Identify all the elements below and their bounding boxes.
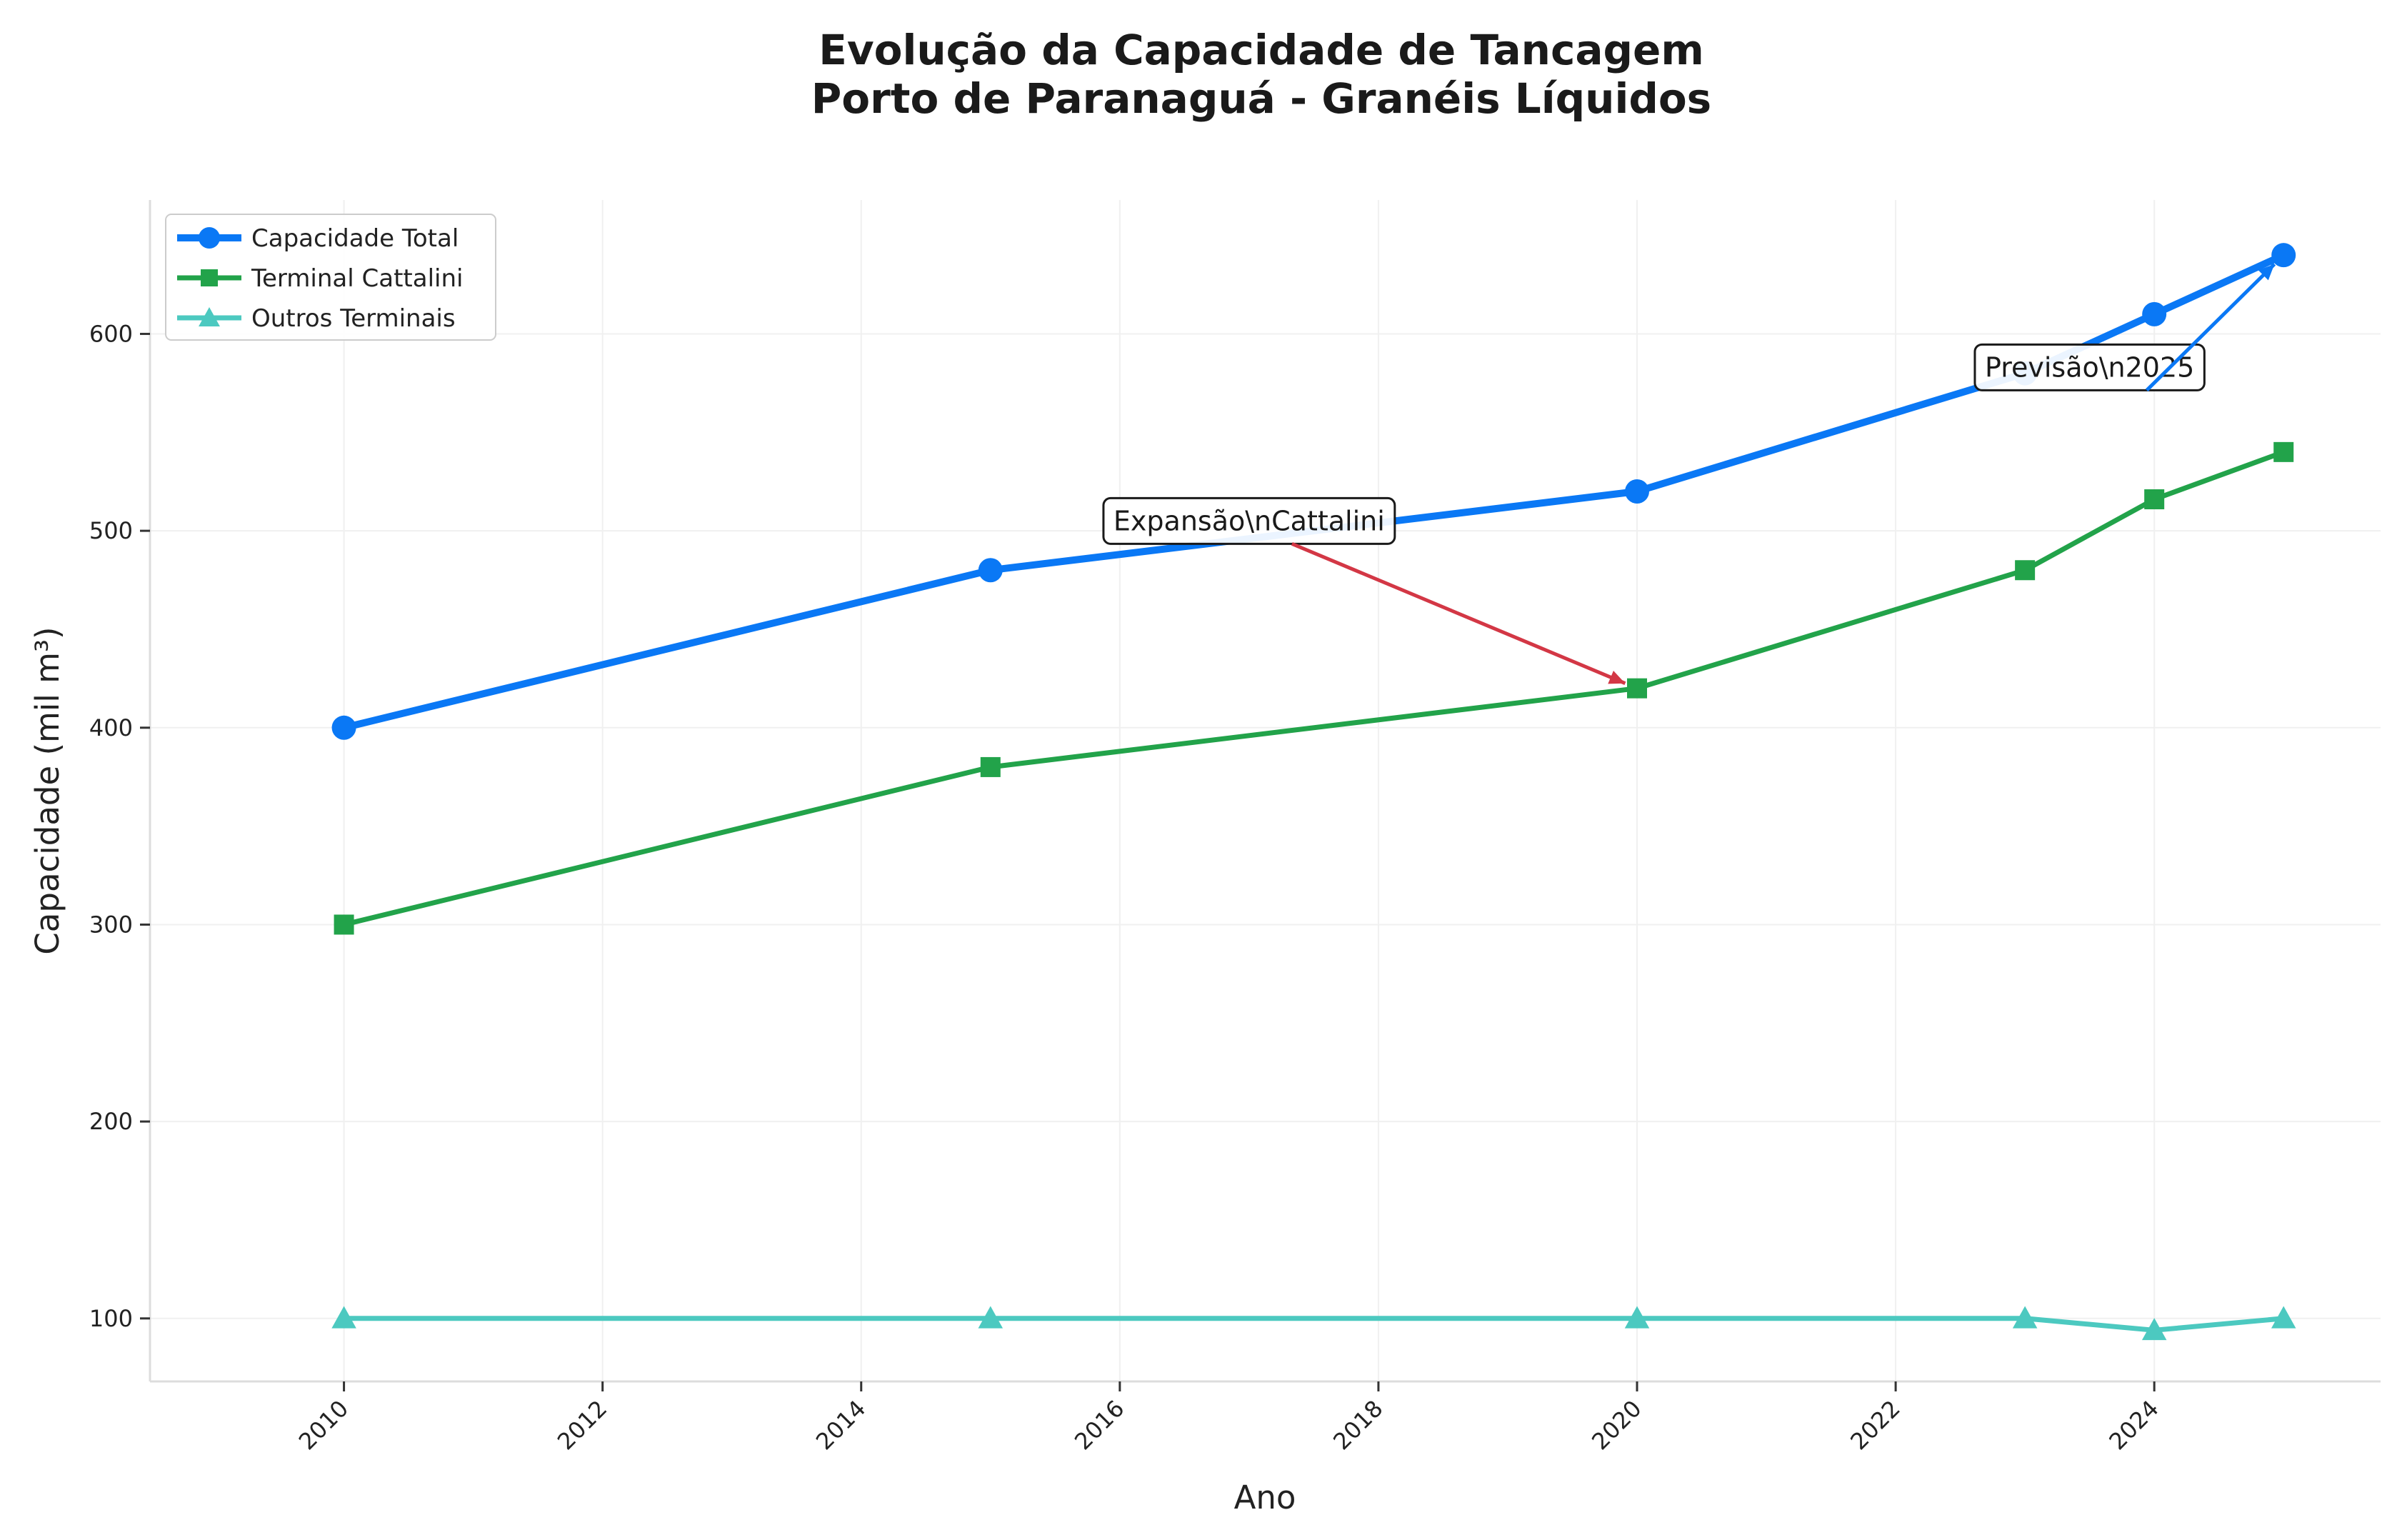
data-point	[2015, 560, 2036, 581]
data-point	[1624, 1306, 1650, 1329]
y-tick-label: 300	[89, 911, 133, 938]
data-point	[2271, 1306, 2296, 1329]
y-tick-label: 100	[89, 1305, 133, 1332]
data-point	[2273, 441, 2294, 462]
annotation-arrow	[2145, 263, 2276, 392]
x-tick-label: 2022	[1845, 1395, 1905, 1455]
x-tick-label: 2018	[1328, 1395, 1388, 1455]
annotations: Expansão\nCattalini Previsão\n2025	[1102, 263, 2276, 686]
x-tick-label: 2014	[811, 1395, 871, 1455]
x-tick-label: 2010	[294, 1395, 354, 1455]
data-point	[334, 914, 354, 935]
annotation-arrowhead	[2258, 264, 2275, 281]
data-point	[2141, 1318, 2167, 1341]
annotation-label: Previsão\n2025	[1985, 351, 2194, 383]
annotation-box	[1102, 496, 1396, 545]
data-point	[1627, 678, 1647, 699]
x-tick-label: 2020	[1586, 1395, 1646, 1455]
legend-label: Outros Terminais	[251, 304, 456, 333]
data-point	[331, 715, 356, 740]
y-axis-label: Capacidade (mil m³)	[29, 626, 66, 954]
chart-title-line-1: Evolução da Capacidade de Tancagem	[819, 26, 1704, 74]
y-tick-label: 200	[89, 1108, 133, 1135]
series-outros-terminais	[331, 1306, 2296, 1341]
y-tick-label: 500	[89, 517, 133, 544]
series-line	[341, 449, 2286, 927]
chart-title-line-2: Porto de Paranaguá - Granéis Líquidos	[811, 74, 1711, 123]
legend-box	[165, 214, 496, 341]
x-tick-label: 2016	[1069, 1395, 1129, 1455]
legend: Capacidade Total Terminal Cattalini Outros…	[165, 214, 496, 341]
annotation-box	[1973, 343, 2206, 391]
annotation-arrowhead	[1608, 670, 1626, 684]
data-point	[978, 558, 1003, 583]
data-point	[2271, 243, 2296, 268]
legend-entry: Terminal Cattalini	[177, 264, 463, 293]
y-tick-label: 400	[89, 714, 133, 741]
legend-swatch-marker	[199, 227, 220, 249]
annotation-arrow	[1291, 542, 1626, 686]
series-terminal-cattalini	[334, 441, 2294, 935]
x-tick-label: 2024	[2103, 1395, 2163, 1455]
legend-label: Capacidade Total	[251, 224, 459, 253]
series-line	[341, 1316, 2286, 1333]
axes	[149, 200, 2381, 1383]
x-tick-label: 2012	[552, 1395, 612, 1455]
data-point	[2012, 1306, 2038, 1329]
data-point	[978, 1306, 1004, 1329]
legend-entry: Outros Terminais	[177, 304, 456, 333]
annotation-label: Expansão\nCattalini	[1114, 505, 1385, 536]
y-tick-label: 600	[89, 320, 133, 347]
ticks: 2010 2012 2014 2016 2018 2020 2022 2024 100 200 30…	[89, 320, 2164, 1455]
data-point	[980, 756, 1001, 777]
legend-swatch-marker	[199, 307, 220, 326]
data-point	[331, 1306, 356, 1329]
data-point	[2144, 489, 2165, 510]
legend-label: Terminal Cattalini	[251, 264, 463, 293]
annotation-2: Previsão\n2025	[1973, 263, 2276, 392]
x-axis-label: Ano	[1234, 1479, 1296, 1516]
series-line	[340, 251, 2288, 731]
series-capacidade-total	[331, 243, 2296, 740]
data-point	[1625, 479, 1649, 504]
data-point	[2142, 301, 2167, 326]
series	[331, 243, 2296, 1341]
annotation-1: Expansão\nCattalini	[1102, 496, 1626, 686]
legend-entry: Capacidade Total	[177, 224, 459, 253]
legend-swatch-marker	[201, 269, 218, 286]
